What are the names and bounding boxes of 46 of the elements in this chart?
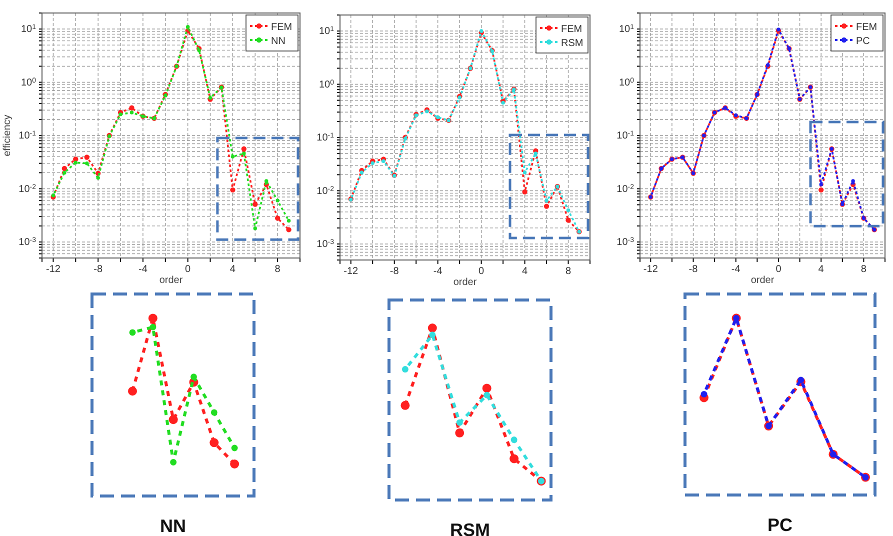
y-tick-label: 10$^{1}$ [618,24,634,36]
x-tick-label: -8 [390,266,400,278]
text: PC [767,515,793,535]
x-tick-label: 4 [230,264,236,276]
x-tick-label: -12 [46,264,61,276]
x-axis-title: order [750,275,775,286]
y-tick-label: 10$^{-3}$ [616,236,634,248]
text: RSM [450,520,490,536]
y-tick-label: 10$^{-1}$ [18,130,36,142]
x-tick-label: 0 [185,264,192,276]
x-tick-label: 8 [565,266,572,278]
x-tick-label: 0 [776,264,782,276]
y-tick-label: 10$^{-3}$ [316,238,334,250]
y-tick-label: 10$^{-1}$ [316,132,334,144]
x-tick-label: 4 [522,266,528,278]
y-tick-label: 10$^{-2}$ [616,183,634,195]
x-tick-label: 4 [818,264,824,276]
y-tick-label: 10$^{-3}$ [18,236,36,248]
y-tick-label: 10$^{0}$ [618,76,634,88]
x-axis-title: order [453,277,478,288]
x-tick-label: 8 [860,264,867,276]
legend-label: FEM [561,24,582,35]
y-tick-label: 10$^{1}$ [20,24,36,36]
legend-label: NN [271,36,286,47]
y-tick-label: 10$^{0}$ [20,76,36,88]
legend-label: FEM [271,22,292,33]
y-tick-label: 10$^{1}$ [318,26,334,38]
text: NN [160,516,186,536]
y-tick-label: 10$^{-2}$ [316,185,334,197]
x-tick-label: -12 [643,264,658,276]
x-axis-title: order [159,275,184,286]
y-tick-label: 10$^{0}$ [318,78,334,90]
y-axis-title: efficiency [2,114,13,156]
x-tick-label: -4 [433,266,443,278]
x-tick-label: -4 [138,264,148,276]
legend-label: RSM [561,38,584,49]
x-tick-label: -4 [731,264,741,276]
x-tick-label: 8 [274,264,281,276]
y-tick-label: 10$^{-1}$ [616,130,634,142]
legend-label: FEM [856,22,878,33]
y-tick-label: 10$^{-2}$ [18,183,36,195]
legend-label: PC [856,36,870,47]
x-tick-label: 0 [478,266,485,278]
x-tick-label: -12 [344,266,359,278]
x-tick-label: -8 [94,264,103,276]
x-tick-label: -8 [688,264,698,276]
